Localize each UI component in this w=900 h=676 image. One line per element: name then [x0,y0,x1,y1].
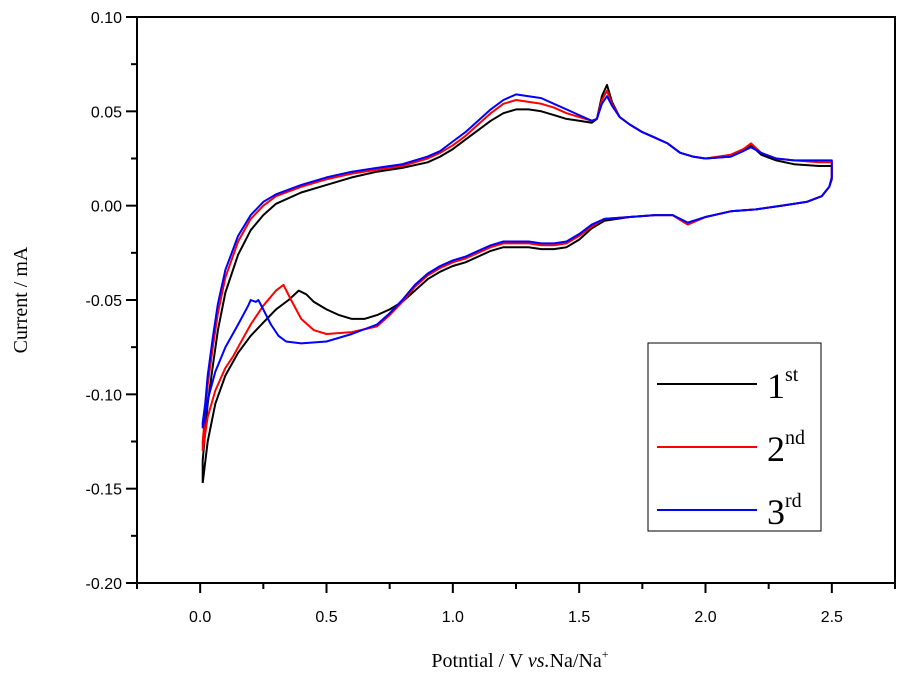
x-axis-title: Potntial / V vs.Na/Na+ [431,647,608,672]
legend: 1st 2nd 3rd [647,342,822,532]
series-line-1st [201,83,833,484]
y-tick-label: 0.10 [91,10,122,27]
x-tick-label: 1.5 [568,609,590,626]
x-tick-label: 2.5 [821,609,843,626]
y-axis: 0.10 0.05 0.00 -0.05 -0.10 -0.15 -0.20 [86,10,137,593]
x-tick-label: 0.0 [189,609,211,626]
x-tick-label: 1.0 [442,609,464,626]
x-tick-label: 0.5 [315,609,337,626]
legend-box [647,342,822,532]
series-layer [201,83,833,484]
y-tick-label: 0.00 [91,199,122,216]
legend-label-1st: 1st [767,364,799,406]
x-axis-title-main: Potntial / V [431,650,528,672]
y-tick-label: -0.20 [86,576,123,593]
y-tick-label: -0.10 [86,387,123,404]
legend-label-2nd: 2nd [767,427,805,469]
y-tick-label: -0.05 [86,293,123,310]
y-tick-label: -0.15 [86,482,123,499]
x-axis-title-rest: Na/Na [550,650,602,672]
y-tick-label: 0.05 [91,104,122,121]
x-axis-title-sup: + [602,647,609,661]
x-axis: 0.0 0.5 1.0 1.5 2.0 2.5 [136,583,896,626]
y-axis-title: Current / mA [10,246,32,353]
legend-label-3rd: 3rd [767,490,802,532]
x-tick-label: 2.0 [694,609,716,626]
series-line-3rd [201,93,833,429]
x-axis-title-italic: vs. [528,650,550,672]
